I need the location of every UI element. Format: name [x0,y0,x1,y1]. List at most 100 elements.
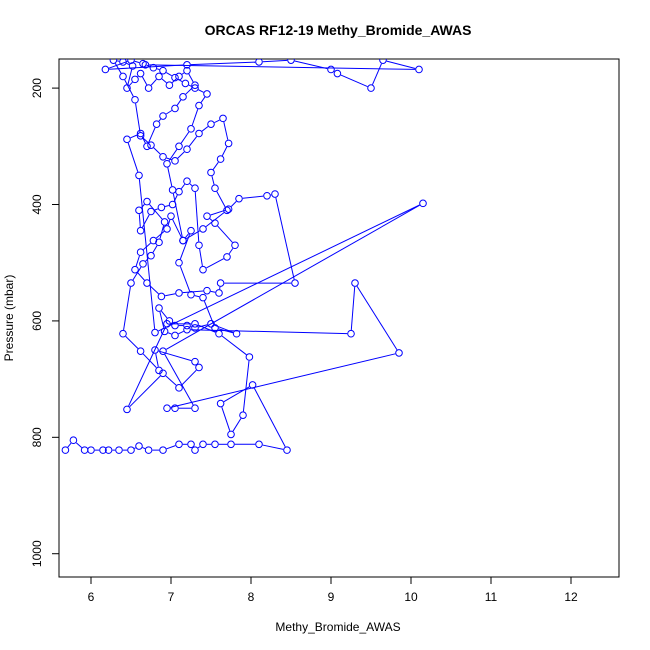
data-point [123,405,131,414]
data-point [171,73,179,82]
series-segment [148,127,156,144]
data-point [131,95,139,104]
data-point [175,258,183,267]
data-point [136,129,145,138]
series-segment [200,96,206,103]
data-point [155,238,163,247]
data-point [143,279,151,287]
series-segment [135,255,140,267]
data-point [168,186,177,194]
series-segment [210,290,216,293]
data-point [191,84,199,92]
series-segment [161,310,168,319]
data-point [211,219,219,227]
data-point [179,93,187,101]
series-segment [206,258,224,269]
data-point [151,346,159,354]
series-segment [75,442,83,448]
series-segment [232,418,242,432]
series-segment [221,335,247,356]
data-point [333,69,342,78]
data-point [115,446,123,454]
series-segment [127,142,139,172]
series-segment [165,293,176,297]
series-segment [179,266,191,292]
data-point [367,84,375,92]
data-point [187,290,195,299]
series-segment [143,242,151,251]
data-point [160,327,169,336]
data-point [227,440,235,449]
data-point [183,177,191,186]
data-point [207,120,215,128]
series-segment [155,353,159,367]
data-point [191,357,199,366]
data-point [159,446,167,454]
series-segment [242,360,250,412]
data-point [147,141,155,149]
data-point [347,329,355,338]
series-segment [126,62,130,65]
data-point [127,279,135,287]
data-point [255,440,263,449]
data-point [223,253,231,261]
data-point [123,84,131,92]
data-point [171,404,179,413]
series-segment [165,110,173,115]
data-point [149,63,158,72]
data-point [415,65,423,74]
data-point [224,139,233,148]
data-point [203,286,211,295]
series-segment [154,208,159,211]
data-point [151,328,159,337]
data-point [165,317,174,325]
x-tick-label: 8 [248,590,255,604]
series-segment [159,311,165,328]
data-point [119,59,127,66]
data-point [199,293,207,302]
series-segment [356,286,398,350]
x-tick-label: 12 [564,590,578,604]
data-point [159,347,167,355]
series-segment [138,179,156,329]
series-segment [165,375,177,386]
data-point [195,241,203,250]
data-point [147,251,155,260]
data-point [87,446,95,454]
data-point [159,66,167,75]
series-segment [176,99,182,106]
series-segment [156,68,160,71]
data-point [99,446,107,454]
series-segment [124,79,134,97]
series-segment [178,330,184,335]
series-segment [128,327,166,407]
series-segment [172,193,183,237]
series-segment [230,201,237,207]
data-point [215,329,223,338]
data-point [139,260,147,268]
data-point [175,72,183,81]
series-segment [141,214,150,228]
data-point [127,446,135,454]
data-point [181,79,190,88]
data-point [191,404,199,413]
series-segment [67,442,72,448]
series-segment [127,69,133,85]
series-segment [198,89,204,93]
series-segment [275,197,295,280]
data-point [155,72,163,81]
series-segment [158,204,420,332]
series-segment [253,388,286,447]
data-point [167,212,175,220]
data-point [123,135,131,144]
series-segment [158,118,162,122]
data-point [61,446,70,454]
series-segment [170,353,396,408]
series-segment [199,248,203,267]
data-point [119,329,127,338]
series-segment [177,151,185,159]
data-point [157,203,166,212]
data-point [144,84,153,92]
